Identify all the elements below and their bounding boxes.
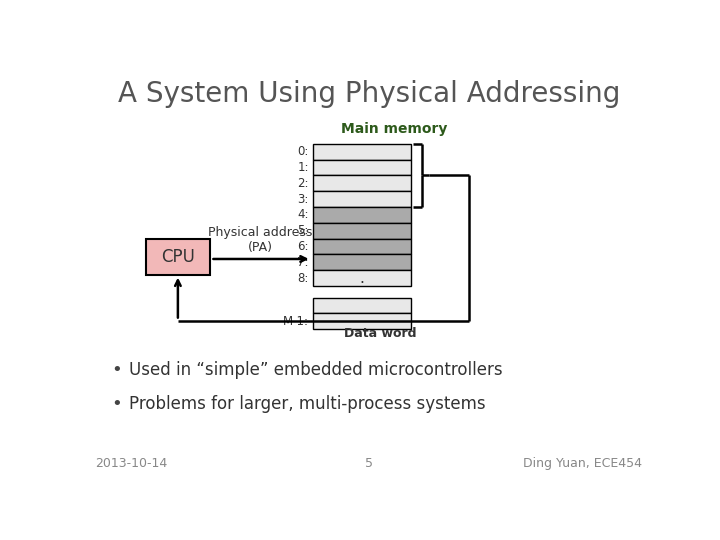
Bar: [313, 207, 411, 223]
Text: Problems for larger, multi-process systems: Problems for larger, multi-process syste…: [129, 395, 486, 413]
Bar: [313, 160, 411, 176]
Text: M-1:: M-1:: [283, 315, 309, 328]
Text: 6:: 6:: [297, 240, 309, 253]
Bar: [313, 191, 411, 207]
Bar: [313, 313, 411, 329]
Text: •: •: [111, 361, 122, 380]
Text: 2013-10-14: 2013-10-14: [96, 457, 168, 470]
Bar: [313, 298, 411, 313]
Text: Physical address
(PA): Physical address (PA): [208, 226, 312, 254]
Text: •: •: [111, 395, 122, 413]
Bar: [313, 270, 411, 286]
Text: Main memory: Main memory: [341, 122, 447, 136]
Text: 0:: 0:: [297, 145, 309, 158]
Text: 1:: 1:: [297, 161, 309, 174]
Text: Used in “simple” embedded microcontrollers: Used in “simple” embedded microcontrolle…: [129, 361, 503, 380]
Text: ·: ·: [359, 275, 364, 291]
Bar: [313, 239, 411, 254]
Text: CPU: CPU: [161, 248, 195, 266]
Text: 5:: 5:: [297, 224, 309, 237]
Bar: [313, 144, 411, 160]
Text: 8:: 8:: [297, 272, 309, 285]
Text: Data word: Data word: [344, 327, 416, 340]
Text: Ding Yuan, ECE454: Ding Yuan, ECE454: [523, 457, 642, 470]
Text: 5: 5: [365, 457, 373, 470]
Text: 7:: 7:: [297, 256, 309, 269]
Text: 2:: 2:: [297, 177, 309, 190]
Bar: [313, 176, 411, 191]
Bar: [313, 223, 411, 239]
Text: 3:: 3:: [297, 193, 309, 206]
Text: 4:: 4:: [297, 208, 309, 221]
Text: A System Using Physical Addressing: A System Using Physical Addressing: [118, 80, 620, 108]
Bar: [313, 254, 411, 270]
Bar: [145, 239, 210, 275]
